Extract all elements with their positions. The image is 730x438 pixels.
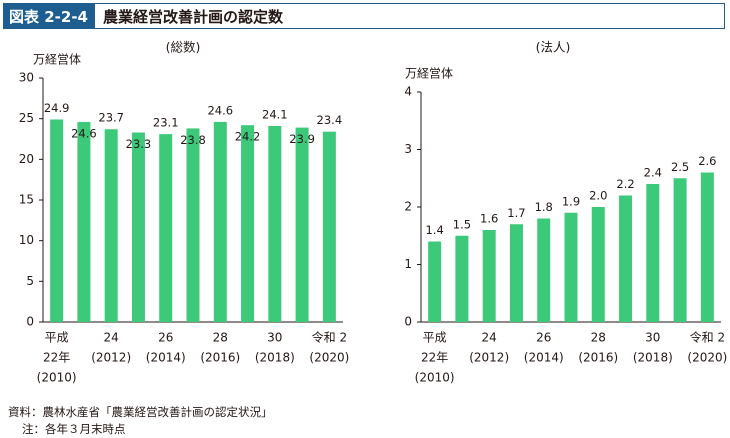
value-label-1-2020: 2.6 [698, 154, 716, 168]
y-tick-label-1: 4 [404, 85, 412, 99]
bar-0-2017 [241, 125, 255, 322]
x-tick-label-1-0: (2010) [415, 371, 455, 385]
chart-title-0: (総数) [166, 40, 201, 55]
y-tick-label-1: 0 [404, 315, 412, 329]
source-note: 資料：農林水産省「農業経営改善計画の認定状況」 [8, 405, 273, 419]
x-tick-label-0-10: (2020) [309, 351, 349, 365]
y-axis-label-1: 万経営体 [405, 67, 453, 81]
value-label-0-2018: 24.1 [262, 107, 288, 121]
bar-0-2019 [295, 127, 309, 322]
bar-1-2013 [509, 224, 523, 322]
x-tick-label-0-0: (2010) [37, 371, 77, 385]
y-tick-label-1: 2 [404, 200, 412, 214]
bar-0-2011 [77, 121, 91, 322]
x-tick-label-0-4: 26 [158, 331, 173, 345]
value-label-1-2017: 2.2 [616, 177, 634, 191]
value-label-1-2016: 2.0 [589, 189, 607, 203]
chart-title-1: (法人) [536, 40, 571, 55]
value-label-0-2013: 23.3 [126, 137, 152, 151]
bar-1-2016 [591, 207, 605, 322]
x-tick-label-1-10: 令和 2 [690, 330, 725, 345]
bar-0-2020 [322, 131, 336, 322]
y-axis-label-0: 万経営体 [33, 53, 81, 67]
x-tick-label-0-4: (2014) [146, 351, 186, 365]
x-tick-label-1-4: 26 [536, 331, 551, 345]
bar-1-2010 [428, 241, 442, 322]
value-label-1-2018: 2.4 [644, 166, 662, 180]
bar-1-2019 [673, 178, 687, 322]
bar-0-2013 [131, 132, 145, 322]
value-label-0-2017: 24.2 [235, 130, 261, 144]
x-tick-label-1-2: 24 [482, 331, 497, 345]
x-tick-label-0-0: 平成 [45, 331, 69, 345]
bar-0-2015 [186, 128, 200, 322]
value-label-0-2011: 24.6 [71, 126, 97, 140]
bar-1-2020 [700, 172, 714, 322]
bar-1-2012 [482, 230, 496, 322]
value-label-0-2010: 24.9 [44, 101, 70, 115]
x-tick-label-0-6: 28 [213, 331, 228, 345]
value-label-0-2020: 23.4 [317, 113, 343, 127]
bar-0-2016 [213, 121, 227, 322]
bar-0-2010 [50, 119, 64, 322]
bar-1-2015 [564, 212, 578, 322]
x-tick-label-0-2: 24 [104, 331, 119, 345]
x-tick-label-0-10: 令和 2 [312, 330, 347, 345]
bar-0-2018 [268, 125, 282, 322]
bar-0-2014 [159, 134, 173, 322]
value-label-0-2016: 24.6 [207, 103, 233, 117]
y-tick-label-0: 0 [26, 315, 34, 329]
bar-1-2018 [646, 184, 660, 322]
x-tick-label-1-10: (2020) [687, 351, 727, 365]
figure-title: 農業経営改善計画の認定数 [103, 7, 284, 26]
x-tick-label-0-8: 30 [267, 331, 282, 345]
figure-label: 図表 2-2-4 [4, 4, 95, 28]
x-tick-label-1-6: 28 [591, 331, 606, 345]
bar-1-2011 [455, 235, 469, 322]
x-tick-label-1-4: (2014) [524, 351, 564, 365]
y-tick-label-1: 3 [404, 142, 412, 156]
x-tick-label-0-0: 22年 [43, 351, 70, 365]
value-label-0-2019: 23.9 [289, 132, 315, 146]
y-tick-label-0: 25 [19, 111, 34, 125]
value-label-0-2014: 23.1 [153, 116, 179, 130]
x-tick-label-1-0: 平成 [423, 331, 447, 345]
y-tick-label-1: 1 [404, 257, 412, 271]
y-tick-label-0: 15 [19, 193, 34, 207]
x-tick-label-1-0: 22年 [421, 351, 448, 365]
value-label-1-2010: 1.4 [425, 223, 443, 237]
x-tick-label-1-6: (2016) [578, 351, 618, 365]
bar-0-2012 [104, 129, 118, 322]
x-tick-label-0-2: (2012) [91, 351, 131, 365]
bar-1-2014 [537, 218, 551, 322]
value-label-0-2012: 23.7 [98, 111, 124, 125]
figure-header: 図表 2-2-4 農業経営改善計画の認定数 [3, 3, 725, 29]
x-tick-label-0-8: (2018) [255, 351, 295, 365]
notes: 資料：農林水産省「農業経営改善計画の認定状況」 注：各年３月末時点 [8, 404, 273, 438]
y-tick-label-0: 5 [26, 274, 34, 288]
value-label-1-2011: 1.5 [453, 217, 471, 231]
footnote: 注：各年３月末時点 [22, 422, 126, 436]
x-tick-label-1-8: 30 [645, 331, 660, 345]
value-label-1-2019: 2.5 [671, 160, 689, 174]
x-tick-label-1-2: (2012) [469, 351, 509, 365]
y-tick-label-0: 30 [19, 71, 34, 85]
x-tick-label-1-8: (2018) [633, 351, 673, 365]
x-tick-label-0-6: (2016) [200, 351, 240, 365]
value-label-0-2015: 23.8 [180, 133, 206, 147]
y-tick-label-0: 20 [19, 152, 34, 166]
value-label-1-2014: 1.8 [535, 200, 553, 214]
value-label-1-2015: 1.9 [562, 194, 580, 208]
value-label-1-2013: 1.7 [507, 206, 525, 220]
bar-1-2017 [619, 195, 633, 322]
y-tick-label-0: 10 [19, 233, 34, 247]
value-label-1-2012: 1.6 [480, 212, 498, 226]
charts-canvas: (総数)万経営体05101520253024.924.623.723.323.1… [19, 40, 728, 385]
